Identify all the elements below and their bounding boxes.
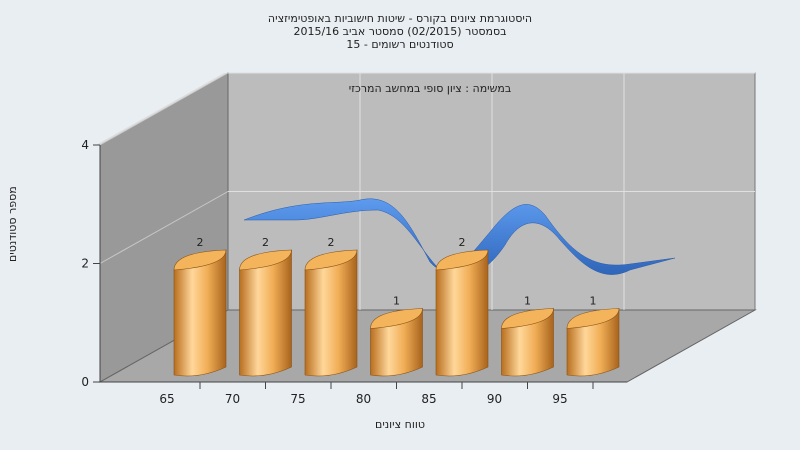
bar-top (304, 249, 358, 271)
bar-value-label: 2 (197, 236, 204, 249)
x-tick-label: 85 (421, 392, 436, 406)
bar-top (566, 308, 620, 329)
distribution-ribbon (243, 198, 676, 278)
bar-70: 2 (239, 236, 292, 377)
bar-value-label: 2 (328, 236, 335, 249)
bar-body (173, 249, 227, 377)
distribution-curve (243, 198, 676, 278)
x-tick-label: 80 (356, 392, 371, 406)
bar-top (370, 308, 423, 329)
bar-value-label: 1 (393, 295, 400, 308)
bar-90: 1 (501, 295, 554, 377)
grid-lines (99, 72, 755, 310)
bar-body (239, 249, 292, 377)
y-tick-label: 0 (81, 375, 89, 389)
bar-value-label: 1 (590, 295, 597, 308)
y-ticks: 0 2 4 (81, 138, 100, 389)
bar-65: 2 (173, 236, 227, 377)
bar-body (304, 249, 358, 377)
x-tick-label: 95 (552, 392, 567, 406)
bar-body (435, 249, 489, 377)
bar-95: 1 (566, 295, 620, 377)
bar-top (435, 249, 489, 271)
x-tick-label: 70 (225, 392, 240, 406)
bar-top (173, 249, 227, 271)
chart-annotation: במשימה : ציון סופי במחשב המרכזי (348, 82, 512, 95)
bar-85: 2 (435, 236, 489, 377)
x-tick-label: 65 (159, 392, 174, 406)
x-ticks: 65 70 75 80 85 90 95 (159, 382, 594, 406)
bar-value-label: 1 (524, 295, 531, 308)
bar-80: 1 (370, 295, 423, 377)
bar-value-label: 2 (262, 236, 269, 249)
chart-title-line-3: סטודנטים רשומים - 15 (346, 38, 454, 51)
y-axis-label: מספר סטודנטים (6, 186, 19, 262)
chart-title-line-1: היסטוגרמת ציונים בקורס - שיטות חישוביות … (267, 12, 533, 25)
bar-top (501, 308, 554, 329)
x-axis-label: טווח ציונים (375, 418, 425, 431)
chart-title-line-2: בסמסטר (02/2015) סמסטר אביב 2015/16 (293, 25, 507, 38)
x-tick-label: 75 (290, 392, 305, 406)
y-tick-label: 4 (81, 138, 89, 152)
y-tick-label: 2 (81, 257, 89, 271)
bar-top (239, 249, 292, 271)
bar-series: 2 2 2 1 2 1 1 (173, 236, 620, 377)
gridline-side (99, 72, 229, 146)
gridline-side (99, 191, 229, 264)
x-tick-label: 90 (487, 392, 502, 406)
bar-75: 2 (304, 236, 358, 377)
bar-value-label: 2 (459, 236, 466, 249)
